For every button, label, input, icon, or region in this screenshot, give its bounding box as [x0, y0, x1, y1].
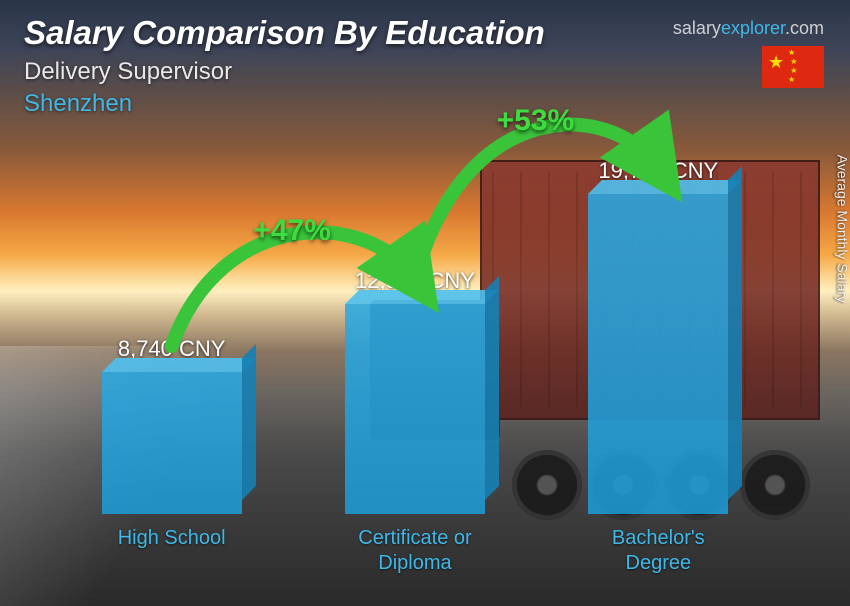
country-flag-icon: ★ ★ ★ ★★	[762, 46, 824, 88]
brand-logo: salaryexplorer.com	[673, 18, 824, 39]
brand-text-suffix: .com	[785, 18, 824, 38]
page-subtitle: Delivery Supervisor	[24, 58, 826, 86]
brand-text-1: salary	[673, 18, 721, 38]
brand-text-accent: explorer	[721, 18, 785, 38]
page-location: Shenzhen	[24, 90, 826, 118]
y-axis-label: Average Monthly Salary	[834, 155, 850, 303]
